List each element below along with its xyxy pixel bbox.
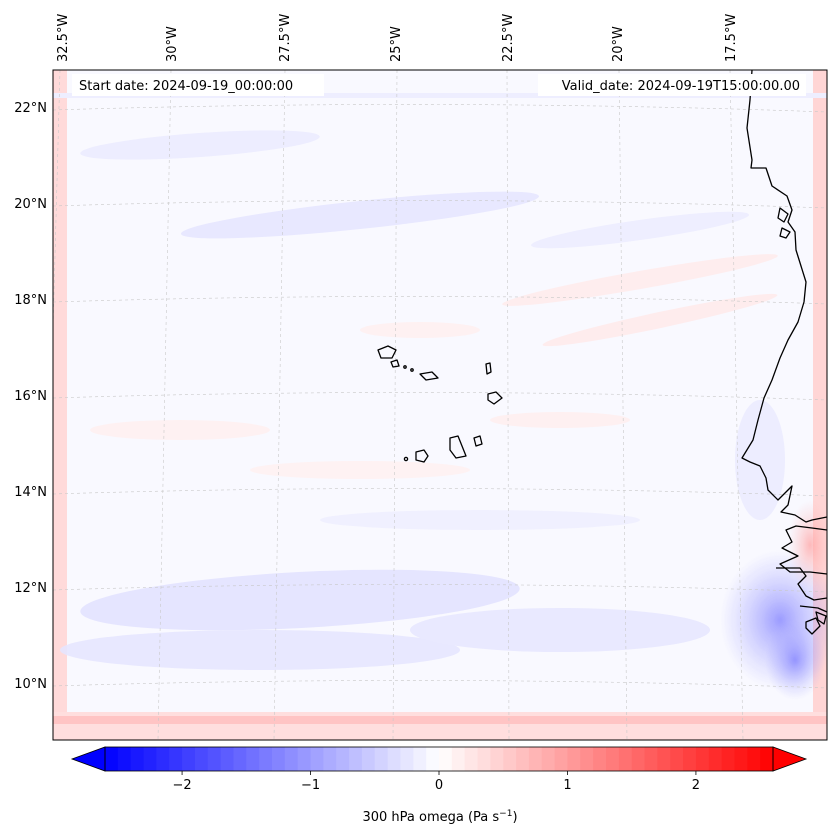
- colorbar-cell: [426, 747, 440, 771]
- colorbar-cell: [618, 747, 633, 771]
- colorbar-cell: [233, 747, 247, 771]
- colorbar-cell: [554, 747, 569, 771]
- colorbar-cell: [143, 747, 157, 771]
- colorbar-tick-label: −1: [301, 778, 320, 793]
- lat-label: 12°N: [14, 581, 47, 596]
- colorbar-cell: [117, 747, 132, 771]
- colorbar-cell: [464, 747, 479, 771]
- coastlines: [377, 70, 827, 635]
- positive-omega-patches: [90, 254, 827, 590]
- colorbar-cell: [516, 747, 530, 771]
- lon-label: 32.5°W: [56, 14, 71, 62]
- colorbar-tick-label: 0: [435, 778, 443, 793]
- cape-verde-islands: [377, 345, 503, 463]
- lat-label: 20°N: [14, 197, 47, 212]
- lon-label: 27.5°W: [278, 14, 293, 62]
- colorbar-cell: [156, 747, 170, 771]
- colorbar-cell: [490, 747, 504, 771]
- colorbar-cell: [194, 747, 209, 771]
- map-panel: Start date: 2024-09-19_00:00:00 Valid_da…: [14, 14, 828, 741]
- colorbar-cell: [323, 747, 337, 771]
- colorbar-cell: [246, 747, 260, 771]
- colorbar-cell: [413, 747, 427, 771]
- colorbar-cell: [541, 747, 556, 771]
- start-date-label: Start date: 2024-09-19_00:00:00: [79, 79, 293, 94]
- colorbar-tick-label: −2: [172, 778, 191, 793]
- colorbar-cell: [451, 747, 466, 771]
- lat-label: 10°N: [14, 677, 47, 692]
- colorbar-cell: [760, 747, 774, 771]
- colorbar-cell: [734, 747, 748, 771]
- colorbar-cell: [361, 747, 376, 771]
- colorbar-cell: [105, 747, 119, 771]
- colorbar-cell: [272, 747, 286, 771]
- colorbar-ticks: −2 −1 0 1 2: [172, 771, 700, 793]
- lat-label: 16°N: [14, 389, 47, 404]
- colorbar-extend-max: [772, 746, 808, 772]
- colorbar-cell: [259, 747, 273, 771]
- colorbar-cell: [695, 747, 710, 771]
- colorbar-cell: [747, 747, 761, 771]
- colorbar-cell: [387, 747, 402, 771]
- colorbar-cell: [130, 747, 145, 771]
- map-frame: [52, 69, 828, 741]
- valid-date-label: Valid_date: 2024-09-19T15:00:00.00: [562, 79, 800, 94]
- lat-label: 14°N: [14, 485, 47, 500]
- colorbar-cell: [567, 747, 581, 771]
- colorbar-cell: [657, 747, 671, 771]
- colorbar-cell: [580, 747, 594, 771]
- lon-label: 30°W: [165, 26, 180, 62]
- colorbar-cell: [297, 747, 312, 771]
- colorbar-cell: [593, 747, 607, 771]
- lon-label: 25°W: [389, 26, 404, 62]
- colorbar-cell: [439, 747, 453, 771]
- colorbar-cell: [631, 747, 646, 771]
- colorbar-cell: [477, 747, 491, 771]
- colorbar: −2 −1 0 1 2 300 hPa omega (Pa s−1): [70, 746, 808, 825]
- colorbar-cell: [310, 747, 324, 771]
- colorbar-cell: [503, 747, 517, 771]
- colorbar-cell: [207, 747, 222, 771]
- colorbar-cell: [349, 747, 363, 771]
- colorbar-cell: [374, 747, 389, 771]
- colorbar-tick-label: 2: [692, 778, 700, 793]
- colorbar-extend-min: [70, 746, 106, 772]
- colorbar-cell: [336, 747, 350, 771]
- colorbar-cell: [708, 747, 723, 771]
- omega-field: [53, 70, 827, 740]
- lat-label: 18°N: [14, 293, 47, 308]
- colorbar-cell: [644, 747, 658, 771]
- colorbar-cell: [284, 747, 299, 771]
- lon-label: 17.5°W: [724, 14, 739, 62]
- colorbar-cell: [528, 747, 543, 771]
- latitude-labels: 22°N 20°N 18°N 16°N 14°N 12°N 10°N: [14, 101, 47, 692]
- colorbar-tick-label: 1: [563, 778, 571, 793]
- colorbar-cell: [400, 747, 414, 771]
- colorbar-cell: [220, 747, 235, 771]
- negative-omega-patches: [60, 130, 827, 700]
- colorbar-cell: [606, 747, 620, 771]
- lon-label: 22.5°W: [501, 14, 516, 62]
- graticule: [53, 70, 827, 740]
- colorbar-cell: [169, 747, 183, 771]
- colorbar-cell: [670, 747, 684, 771]
- colorbar-label: 300 hPa omega (Pa s−1): [362, 809, 517, 825]
- colorbar-cell: [182, 747, 196, 771]
- colorbar-cell: [683, 747, 697, 771]
- longitude-labels: 32.5°W 30°W 27.5°W 25°W 22.5°W 20°W 17.5…: [56, 14, 739, 62]
- lon-label: 20°W: [611, 26, 626, 62]
- colorbar-cells: [105, 747, 774, 771]
- west-africa-coastline: [741, 70, 827, 523]
- lat-label: 22°N: [14, 101, 47, 116]
- colorbar-cell: [721, 747, 736, 771]
- west-boundary-band: [53, 70, 67, 740]
